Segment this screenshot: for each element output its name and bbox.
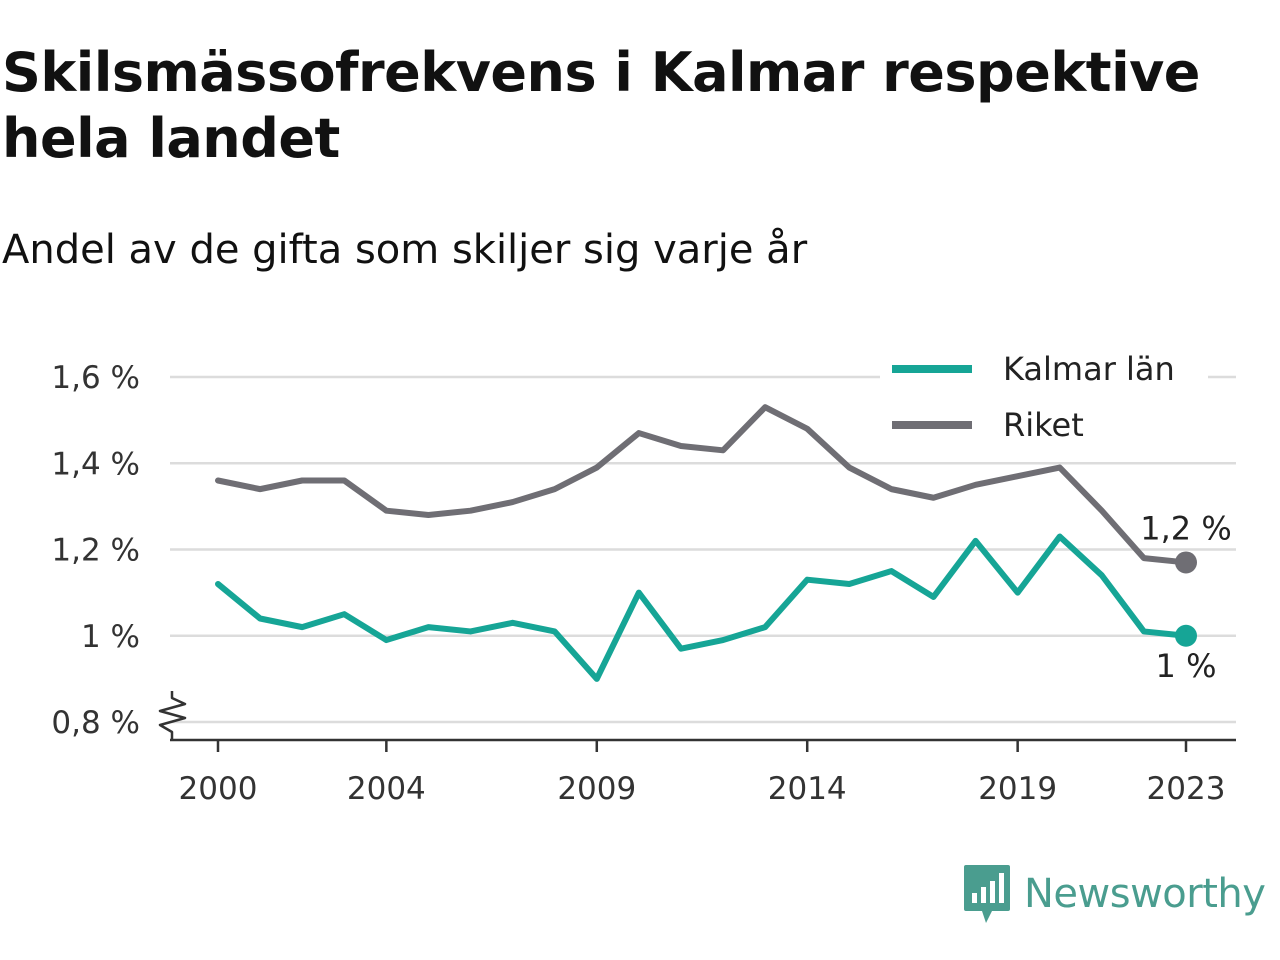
y-tick-label: 0,8 %	[51, 705, 140, 741]
y-tick-label: 1,2 %	[51, 533, 140, 569]
y-tick-label: 1,4 %	[51, 446, 140, 482]
legend-background	[880, 344, 1208, 462]
x-tick-label: 2023	[1147, 771, 1226, 807]
newsworthy-logo: Newsworthy	[962, 862, 1266, 926]
x-tick-label: 2014	[768, 771, 847, 807]
axis-break-icon	[158, 691, 187, 741]
y-tick-label: 1,6 %	[51, 360, 140, 396]
y-tick-label: 1 %	[81, 619, 140, 655]
chart-subtitle: Andel av de gifta som skiljer sig varje …	[2, 227, 808, 273]
end-point-riket	[1175, 551, 1197, 574]
legend-label-kalmar-l-n: Kalmar län	[1003, 350, 1175, 388]
legend: Kalmar län Riket	[880, 344, 1208, 462]
end-label-kalmar-l-n: 1 %	[1156, 647, 1217, 685]
chart-title: Skilsmässofrekvens i Kalmar respektive h…	[2, 41, 1200, 170]
legend-label-riket: Riket	[1003, 406, 1084, 444]
x-tick-label: 2019	[978, 771, 1057, 807]
x-tick-label: 2009	[557, 771, 636, 807]
brand-name: Newsworthy	[1024, 871, 1266, 917]
end-label-riket: 1,2 %	[1140, 509, 1231, 547]
newsworthy-logo-icon	[964, 865, 1010, 923]
series-lines: 1 % 1,2 %	[215, 404, 1232, 685]
series-line-kalmar-l-n	[215, 533, 1189, 682]
x-tick-label: 2004	[347, 771, 426, 807]
axes: 0,8 % 1 % 1,2 % 1,4 % 1,6 % 2000 2004 2009 2014 2…	[51, 360, 1236, 807]
end-point-kalmar-l-n	[1175, 624, 1197, 647]
x-tick-label: 2000	[179, 771, 258, 807]
series-line-riket	[215, 404, 1189, 566]
